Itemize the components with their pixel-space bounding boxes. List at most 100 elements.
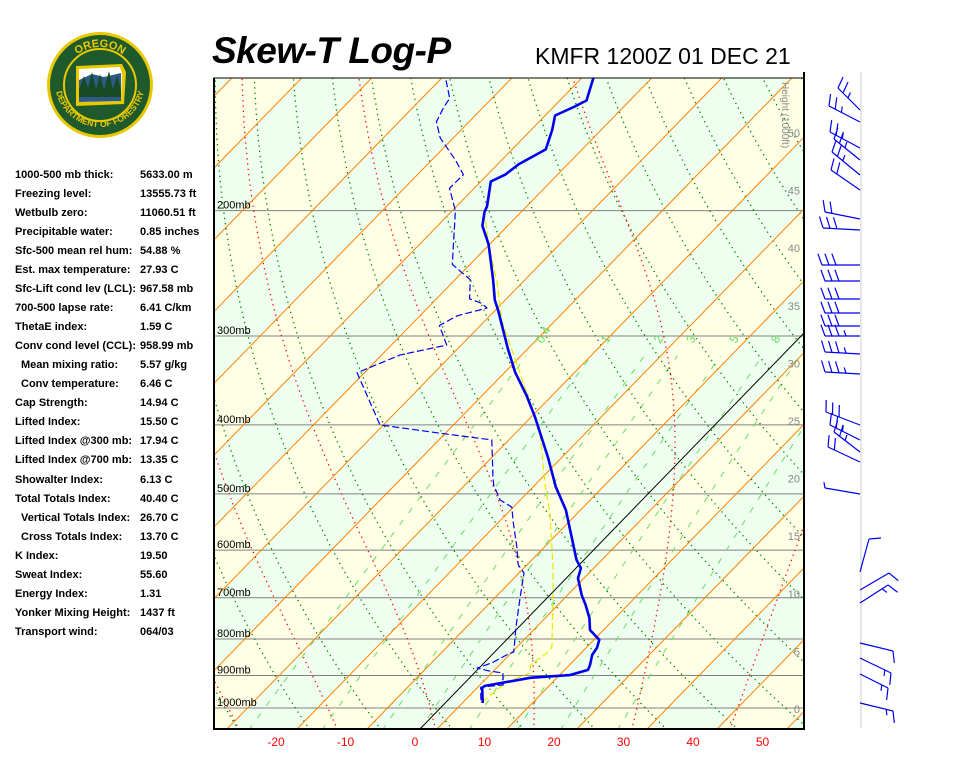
stat-row: Est. max temperature: 27.93 C [15, 263, 215, 282]
stat-label: Sweat Index: [15, 568, 83, 581]
stat-label: Lifted Index: [15, 416, 81, 429]
stat-label: Lifted Index @300 mb: [15, 435, 133, 448]
stat-row: Vertical Totals Index: 26.70 C [15, 511, 215, 530]
wind-barb [820, 360, 861, 375]
stat-label: Conv temperature: [21, 378, 119, 391]
wind-barb [859, 702, 895, 723]
stat-value: 19.50 [140, 549, 168, 562]
wind-barb [818, 216, 861, 231]
stat-row: Conv temperature: 6.46 C [15, 377, 215, 396]
stat-row: Cross Totals Index: 13.70 C [15, 530, 215, 549]
stat-value: 0.85 inches [140, 226, 200, 239]
stat-row: Lifted Index @700 mb: 13.35 C [15, 453, 215, 472]
stat-row: ThetaE index: 1.59 C [15, 320, 215, 339]
pressure-label: 900mb [217, 664, 251, 676]
stat-value: 27.93 C [140, 264, 179, 277]
isotherm-line [226, 136, 804, 729]
background-band [857, 78, 960, 729]
x-tick-label: 20 [547, 735, 561, 749]
isotherm-line [646, 567, 804, 729]
moist-adiabat [241, 78, 437, 729]
wind-barb [825, 399, 861, 426]
profiles [356, 78, 601, 704]
stat-row: K Index: 19.50 [15, 549, 215, 568]
isotherm-line [506, 423, 804, 729]
wind-barb [820, 287, 860, 300]
isobar-lines [214, 210, 804, 709]
isotherm-line [296, 208, 804, 729]
stat-value: 5633.00 m [140, 169, 193, 181]
height-tick-label: 30 [788, 358, 800, 370]
dry-adiabat [950, 66, 960, 731]
chart-title: Skew-T Log-P [212, 30, 451, 71]
x-axis-ticks: -20 -10 0 10 20 30 40 50 [267, 735, 769, 749]
stat-value: 54.88 % [140, 245, 181, 258]
stat-label: Conv cond level (CCL): [15, 340, 137, 353]
pressure-label: 200mb [217, 200, 251, 212]
dry-adiabat [834, 66, 960, 731]
isotherm-line [214, 78, 793, 672]
stat-row: Wetbulb zero: 11060.51 ft [15, 206, 215, 225]
oregon-department-of-forestry-logo: OREGON DEPARTMENT OF FORESTRY [47, 32, 153, 138]
stat-value: 6.41 C/km [140, 302, 192, 315]
stat-value: 958.99 mb [140, 340, 194, 353]
x-tick-label: 40 [686, 735, 700, 749]
x-tick-label: 10 [478, 735, 492, 749]
x-tick-label: -10 [337, 735, 355, 749]
stat-value: 064/03 [140, 625, 174, 638]
mixing-ratio-line [248, 355, 527, 729]
isotherm-line [214, 78, 583, 456]
stat-value: 55.60 [140, 568, 168, 581]
wind-barb [837, 76, 861, 111]
isotherm-line [366, 280, 804, 729]
height-axis-label: Height (1000ft) [779, 82, 790, 148]
isotherm-line [214, 78, 373, 241]
isotherm-line [214, 78, 723, 600]
wind-barb [833, 420, 861, 453]
stat-label: Energy Index: [15, 587, 88, 600]
stat-label: Cross Totals Index: [21, 530, 123, 543]
stat-label: Mean mixing ratio: [21, 359, 119, 372]
wind-barb [820, 324, 860, 337]
x-tick-label: 50 [756, 735, 770, 749]
stat-row: Lifted Index @300 mb: 17.94 C [15, 434, 215, 453]
dry-adiabat [449, 78, 804, 663]
stat-row: Yonker Mixing Height: 1437 ft [15, 606, 215, 625]
stat-label: Freezing level: [15, 188, 92, 201]
stat-label: Lifted Index @700 mb: [15, 454, 133, 467]
wind-barb [829, 413, 861, 441]
stat-row: 700-500 lapse rate: 6.41 C/km [15, 301, 215, 320]
pressure-label: 300mb [217, 325, 251, 337]
stat-label: Sfc-500 mean rel hum: [15, 245, 133, 258]
height-tick-label: 50 [788, 128, 800, 140]
isotherm-line [214, 78, 513, 385]
stat-value: 6.46 C [140, 378, 173, 391]
isotherm-line [214, 78, 653, 528]
dry-adiabat [292, 78, 596, 729]
pressure-label: 500mb [217, 483, 251, 495]
mixing-ratio-line [419, 355, 678, 729]
wind-barb [831, 140, 861, 176]
stat-value: 5.57 g/kg [140, 359, 188, 372]
stat-label: Total Totals Index: [15, 492, 111, 505]
isotherm-line [576, 495, 804, 729]
height-tick-label: 15 [788, 531, 800, 543]
mixing-ratio-line [517, 355, 763, 729]
parcel-profile [481, 212, 554, 703]
isotherm-line [214, 78, 443, 313]
mixing-ratio-line [382, 355, 645, 729]
stat-row: Total Totals Index: 40.40 C [15, 492, 215, 511]
dry-adiabat [911, 66, 960, 731]
moist-adiabat-lines [214, 78, 804, 729]
isotherm-line [857, 78, 960, 729]
x-tick-label: 30 [617, 735, 631, 749]
wind-barb [859, 657, 892, 685]
logo-top-text: OREGON [72, 38, 127, 57]
moist-adiabat [214, 449, 338, 729]
stat-row: Sfc-500 mean rel hum: 54.88 % [15, 244, 215, 263]
wind-barb [833, 127, 861, 161]
stat-label: Wetbulb zero: [15, 207, 88, 220]
wind-barb [830, 158, 861, 191]
